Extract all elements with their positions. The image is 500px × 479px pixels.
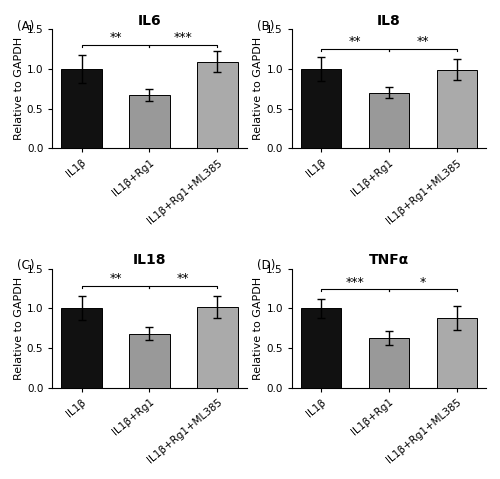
Bar [436,69,478,148]
Title: IL6: IL6 [138,14,161,28]
Title: IL18: IL18 [132,253,166,267]
Y-axis label: Relative to GAPDH: Relative to GAPDH [14,37,24,140]
Text: ***: *** [174,31,193,45]
Text: **: ** [177,273,190,285]
Text: **: ** [349,35,362,48]
Bar [61,69,102,148]
Text: (B): (B) [257,20,274,33]
Y-axis label: Relative to GAPDH: Relative to GAPDH [14,277,24,380]
Y-axis label: Relative to GAPDH: Relative to GAPDH [254,37,264,140]
Text: *: * [420,275,426,289]
Y-axis label: Relative to GAPDH: Relative to GAPDH [254,277,264,380]
Text: **: ** [416,35,429,48]
Bar [129,334,170,388]
Text: **: ** [109,273,122,285]
Bar [129,95,170,148]
Text: (C): (C) [18,259,35,272]
Bar [436,318,478,388]
Bar [368,93,410,148]
Title: TNFα: TNFα [369,253,409,267]
Bar [300,69,342,148]
Text: (D): (D) [257,259,276,272]
Text: ***: *** [346,275,364,289]
Bar [300,308,342,388]
Bar [197,62,237,148]
Title: IL8: IL8 [377,14,401,28]
Bar [197,307,237,388]
Text: **: ** [109,31,122,45]
Bar [61,308,102,388]
Text: (A): (A) [18,20,34,33]
Bar [368,338,410,388]
